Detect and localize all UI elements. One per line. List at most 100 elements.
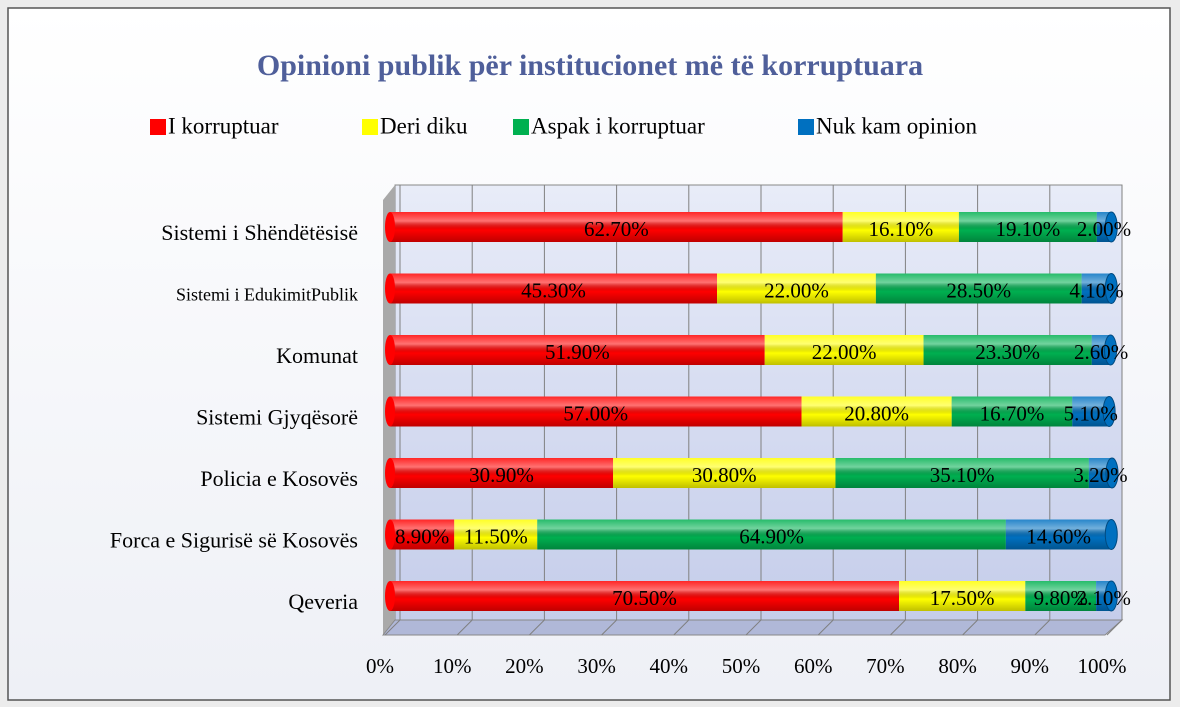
bar-shade — [390, 396, 802, 427]
x-tick-label: 10% — [433, 654, 472, 678]
bar-shade — [801, 396, 952, 427]
value-label: 16.70% — [980, 401, 1045, 425]
value-label: 57.00% — [563, 401, 628, 425]
x-tick-label: 60% — [794, 654, 833, 678]
legend-swatch — [150, 119, 166, 135]
value-label: 2.00% — [1077, 217, 1131, 241]
value-label: 5.10% — [1064, 401, 1118, 425]
x-tick-label: 80% — [938, 654, 977, 678]
y-tick-label: Policia e Kosovës — [200, 466, 358, 491]
value-label: 23.30% — [975, 340, 1040, 364]
bar-shade — [835, 458, 1089, 488]
bar-shade — [1025, 581, 1097, 611]
legend-label: Deri diku — [380, 113, 468, 138]
legend-label: Aspak i korruptuar — [531, 113, 705, 138]
value-label: 14.60% — [1026, 524, 1091, 548]
y-tick-label: Sistemi i Shëndëtësisë — [161, 220, 358, 245]
value-label: 17.50% — [930, 586, 995, 610]
grid-line-floor — [817, 619, 834, 636]
legend-swatch — [798, 119, 814, 135]
bar-shade — [390, 581, 900, 611]
bar-shade — [454, 519, 538, 550]
bar-start — [385, 212, 395, 242]
value-label: 70.50% — [612, 586, 677, 610]
value-label: 2.60% — [1074, 340, 1128, 364]
value-label: 51.90% — [545, 340, 610, 364]
bar-shade — [390, 519, 455, 550]
value-label: 3.20% — [1073, 463, 1127, 487]
x-tick-label: 20% — [505, 654, 544, 678]
bar-shade — [717, 273, 876, 304]
bar-cap — [1105, 457, 1119, 489]
grid-line-floor — [529, 619, 545, 636]
bar-shade — [1088, 458, 1112, 488]
x-tick-label: 100% — [1078, 654, 1127, 678]
grid-line-floor — [456, 619, 473, 636]
bar-cap — [1104, 273, 1118, 304]
bar-start — [385, 458, 395, 488]
legend-label: Nuk kam opinion — [816, 113, 977, 138]
bar-cap — [1104, 519, 1118, 550]
value-label: 8.90% — [395, 524, 449, 548]
value-label: 9.80% — [1034, 586, 1088, 610]
value-label: 2.10% — [1077, 586, 1131, 610]
bar-shade — [390, 458, 614, 488]
grid-line-floor — [384, 619, 401, 636]
bar-shade — [390, 335, 765, 365]
grid-line-floor — [890, 619, 906, 636]
value-label: 16.10% — [868, 217, 933, 241]
value-label: 64.90% — [739, 524, 804, 548]
bar-shade — [842, 212, 959, 242]
bar-shade — [951, 396, 1073, 427]
floor — [381, 619, 1124, 636]
value-label: 30.90% — [469, 463, 534, 487]
value-label: 20.80% — [844, 401, 909, 425]
value-label: 28.50% — [946, 278, 1011, 302]
value-label: 4.10% — [1069, 278, 1123, 302]
x-tick-label: 70% — [866, 654, 905, 678]
x-tick-label: 90% — [1011, 654, 1050, 678]
bar-start — [385, 519, 395, 550]
bar-shade — [1005, 519, 1112, 550]
chart-title: Opinioni publik për institucionet më të … — [257, 49, 923, 82]
y-tick-label: Sistemi i EdukimitPublik — [176, 285, 358, 305]
bar-shade — [764, 335, 924, 365]
grid-line-floor — [745, 619, 762, 636]
y-tick-label: Sistemi Gjyqësorë — [196, 405, 358, 430]
value-label: 35.10% — [930, 463, 995, 487]
bar-start — [385, 581, 395, 611]
value-label: 11.50% — [464, 524, 528, 548]
value-label: 19.10% — [996, 217, 1061, 241]
grid-line-floor — [673, 619, 690, 636]
legend-swatch — [362, 119, 378, 135]
bar-shade — [958, 212, 1097, 242]
grid-line-floor — [962, 619, 978, 636]
bar-shade — [537, 519, 1006, 550]
legend-label: I korruptuar — [168, 113, 279, 138]
x-tick-label: 40% — [650, 654, 689, 678]
value-label: 22.00% — [812, 340, 877, 364]
bar-shade — [613, 458, 836, 488]
x-tick-label: 30% — [577, 654, 616, 678]
bar-cap — [1104, 211, 1118, 243]
bar-start — [385, 273, 395, 304]
bar-shade — [899, 581, 1026, 611]
grid-line-floor — [601, 619, 617, 636]
value-label: 30.80% — [692, 463, 757, 487]
bar-shade — [923, 335, 1092, 365]
bar-shade — [875, 273, 1082, 304]
y-tick-label: Forca e Sigurisë së Kosovës — [110, 528, 358, 553]
bar-shade — [390, 273, 718, 304]
x-tick-label: 0% — [366, 654, 394, 678]
bar-start — [385, 396, 395, 427]
y-tick-label: Komunat — [276, 343, 358, 368]
bar-cap — [1104, 580, 1118, 612]
grid-line-floor — [1034, 619, 1051, 636]
value-label: 62.70% — [584, 217, 649, 241]
bar-cap — [1104, 334, 1118, 366]
bar-start — [385, 335, 395, 365]
grid-line-floor — [1106, 619, 1123, 636]
bar-cap — [1102, 396, 1116, 427]
value-label: 22.00% — [764, 278, 829, 302]
